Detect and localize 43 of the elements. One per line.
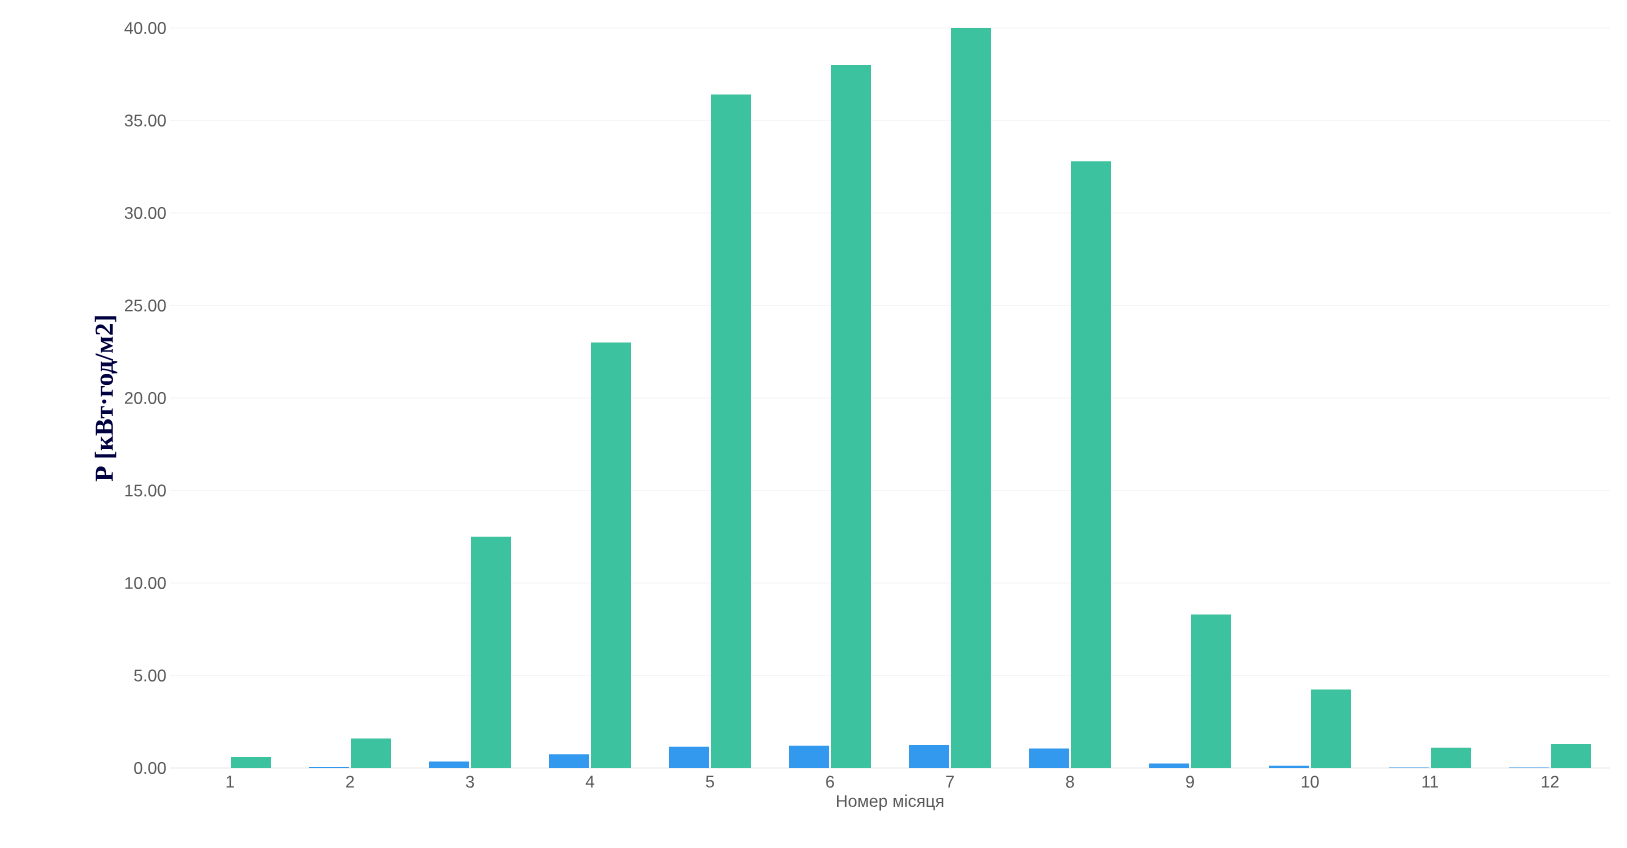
y-axis-title: P [кВт·год/м2] (94, 316, 118, 482)
bar (1431, 747, 1472, 768)
bar (549, 754, 590, 768)
bar (711, 94, 751, 768)
x-tick-label: 10 (1301, 775, 1319, 788)
bar (591, 342, 631, 768)
x-tick-label: 3 (465, 775, 474, 788)
bar (231, 756, 271, 768)
bar (951, 27, 992, 768)
bar (669, 746, 710, 768)
x-tick-label: 12 (1541, 775, 1559, 788)
bar (789, 745, 830, 768)
x-tick-label: 5 (705, 775, 714, 788)
x-tick-label: 2 (346, 775, 354, 788)
bar (1071, 161, 1112, 768)
y-tick-label: 15.00 (125, 484, 166, 497)
bar (1269, 765, 1310, 768)
bar (909, 744, 950, 768)
y-tick-label: 5.00 (134, 669, 166, 682)
x-tick-label: 11 (1422, 775, 1438, 788)
x-axis-title: Номер місяця (837, 794, 944, 811)
bar (1311, 689, 1352, 768)
bar (1149, 763, 1190, 768)
x-tick-label: 9 (1186, 775, 1194, 788)
bar (351, 738, 391, 768)
y-tick-label: 20.00 (124, 392, 166, 404)
bar (1029, 748, 1070, 768)
y-tick-label: 25.00 (124, 299, 166, 312)
x-tick-label: 1 (226, 775, 234, 788)
bar (471, 536, 511, 768)
x-tick-label: 4 (585, 775, 595, 788)
x-tick-label: 6 (826, 775, 834, 788)
y-tick-label: 35.00 (124, 114, 166, 127)
bar (1191, 614, 1232, 768)
bar (429, 761, 470, 768)
x-tick-label: 8 (1066, 775, 1074, 788)
bar (831, 64, 871, 768)
y-tick-label: 0.00 (134, 762, 166, 774)
y-tick-label: 10.00 (125, 577, 166, 589)
bar (1551, 743, 1592, 768)
y-tick-label: 30.00 (124, 207, 166, 219)
x-tick-label: 7 (946, 775, 954, 788)
y-tick-label: 40.00 (124, 21, 166, 34)
